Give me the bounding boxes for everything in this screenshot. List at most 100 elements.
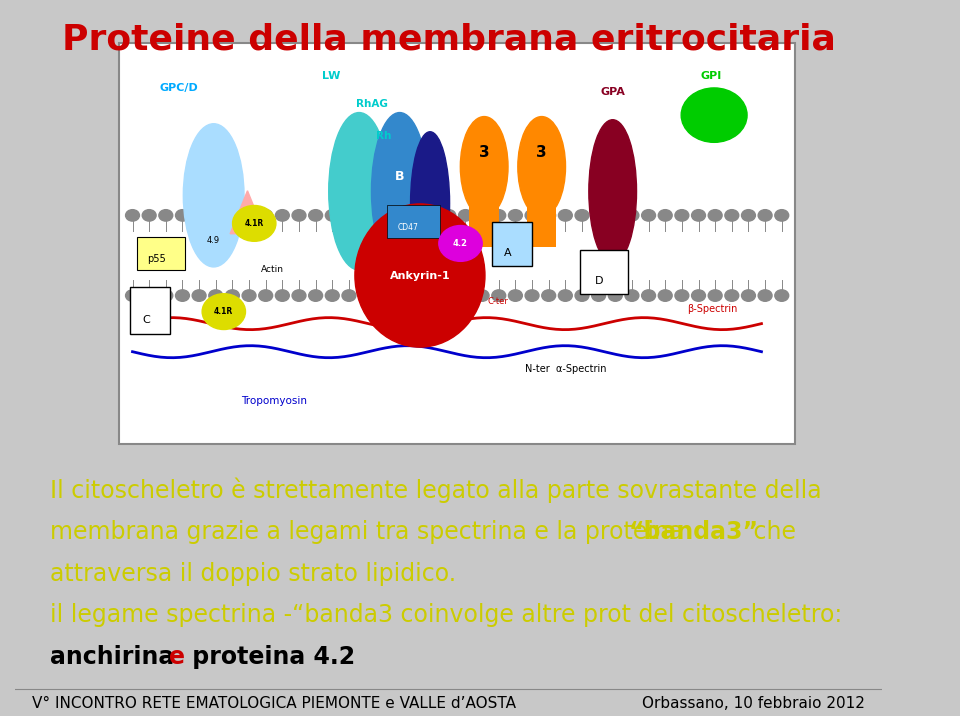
Circle shape	[758, 210, 772, 221]
Circle shape	[142, 290, 156, 301]
Text: “banda3”: “banda3”	[629, 520, 758, 544]
Circle shape	[276, 210, 289, 221]
Text: 3: 3	[479, 145, 490, 160]
Circle shape	[392, 210, 406, 221]
Circle shape	[575, 210, 588, 221]
Circle shape	[209, 290, 223, 301]
Circle shape	[409, 290, 422, 301]
Text: Rh: Rh	[376, 131, 392, 141]
Polygon shape	[230, 190, 265, 233]
Text: Il citoscheletro è strettamente legato alla parte sovrastante della: Il citoscheletro è strettamente legato a…	[50, 478, 821, 503]
Circle shape	[509, 210, 522, 221]
Circle shape	[725, 290, 739, 301]
Circle shape	[625, 210, 638, 221]
Circle shape	[659, 210, 672, 221]
Circle shape	[475, 210, 489, 221]
Text: A: A	[504, 248, 512, 258]
Text: anchirina: anchirina	[50, 644, 182, 669]
Text: C-ter: C-ter	[488, 296, 509, 306]
Circle shape	[176, 290, 189, 301]
Circle shape	[775, 210, 789, 221]
Circle shape	[292, 290, 306, 301]
Text: V° INCONTRO RETE EMATOLOGICA PIEMONTE e VALLE d’AOSTA: V° INCONTRO RETE EMATOLOGICA PIEMONTE e …	[33, 696, 516, 710]
Circle shape	[675, 290, 689, 301]
Circle shape	[525, 210, 539, 221]
Circle shape	[525, 290, 539, 301]
Circle shape	[158, 210, 173, 221]
Circle shape	[459, 290, 472, 301]
Text: D: D	[595, 276, 604, 286]
Text: C: C	[142, 314, 150, 324]
Text: GPI: GPI	[700, 71, 721, 81]
Text: RhAG: RhAG	[356, 99, 388, 109]
Text: p55: p55	[147, 254, 165, 264]
FancyBboxPatch shape	[119, 43, 795, 444]
Circle shape	[325, 290, 339, 301]
Text: CD47: CD47	[397, 223, 419, 232]
Text: che: che	[746, 520, 796, 544]
Circle shape	[758, 290, 772, 301]
Circle shape	[142, 210, 156, 221]
Text: B: B	[395, 170, 404, 183]
Circle shape	[741, 210, 756, 221]
Circle shape	[203, 294, 246, 329]
Circle shape	[309, 210, 323, 221]
Circle shape	[375, 290, 389, 301]
Circle shape	[209, 210, 223, 221]
Circle shape	[659, 290, 672, 301]
FancyBboxPatch shape	[469, 158, 499, 247]
Circle shape	[492, 210, 506, 221]
Circle shape	[691, 210, 706, 221]
Text: GPC/D: GPC/D	[159, 83, 199, 93]
Circle shape	[409, 210, 422, 221]
Circle shape	[309, 290, 323, 301]
Circle shape	[158, 290, 173, 301]
Circle shape	[425, 210, 439, 221]
Text: Orbassano, 10 febbraio 2012: Orbassano, 10 febbraio 2012	[642, 696, 865, 710]
Ellipse shape	[183, 124, 244, 267]
Circle shape	[292, 210, 306, 221]
Circle shape	[192, 210, 206, 221]
Circle shape	[375, 210, 389, 221]
Circle shape	[425, 290, 439, 301]
Ellipse shape	[411, 132, 449, 275]
Circle shape	[575, 290, 588, 301]
Circle shape	[475, 290, 489, 301]
Circle shape	[442, 210, 456, 221]
Text: 4.2: 4.2	[453, 239, 468, 248]
Circle shape	[226, 210, 239, 221]
Circle shape	[691, 290, 706, 301]
Circle shape	[359, 210, 372, 221]
Circle shape	[741, 290, 756, 301]
Circle shape	[259, 290, 273, 301]
Circle shape	[509, 290, 522, 301]
Circle shape	[682, 88, 747, 142]
Circle shape	[492, 290, 506, 301]
Ellipse shape	[328, 112, 390, 270]
Circle shape	[325, 210, 339, 221]
Ellipse shape	[517, 117, 565, 217]
FancyBboxPatch shape	[580, 250, 628, 294]
Circle shape	[559, 290, 572, 301]
Ellipse shape	[372, 112, 428, 270]
FancyBboxPatch shape	[136, 237, 185, 270]
Circle shape	[276, 290, 289, 301]
Circle shape	[708, 210, 722, 221]
Circle shape	[591, 290, 606, 301]
Circle shape	[725, 210, 739, 221]
Ellipse shape	[461, 117, 508, 217]
Circle shape	[775, 290, 789, 301]
Text: Actin: Actin	[261, 264, 284, 274]
Circle shape	[176, 210, 189, 221]
Text: 4.1R: 4.1R	[214, 307, 233, 316]
Circle shape	[359, 290, 372, 301]
Circle shape	[439, 226, 482, 261]
Text: proteina 4.2: proteina 4.2	[183, 644, 355, 669]
Text: Proteine della membrana eritrocitaria: Proteine della membrana eritrocitaria	[61, 22, 835, 57]
Circle shape	[459, 210, 472, 221]
Circle shape	[192, 290, 206, 301]
Circle shape	[541, 290, 556, 301]
Circle shape	[232, 205, 276, 241]
Circle shape	[342, 210, 356, 221]
Circle shape	[591, 210, 606, 221]
